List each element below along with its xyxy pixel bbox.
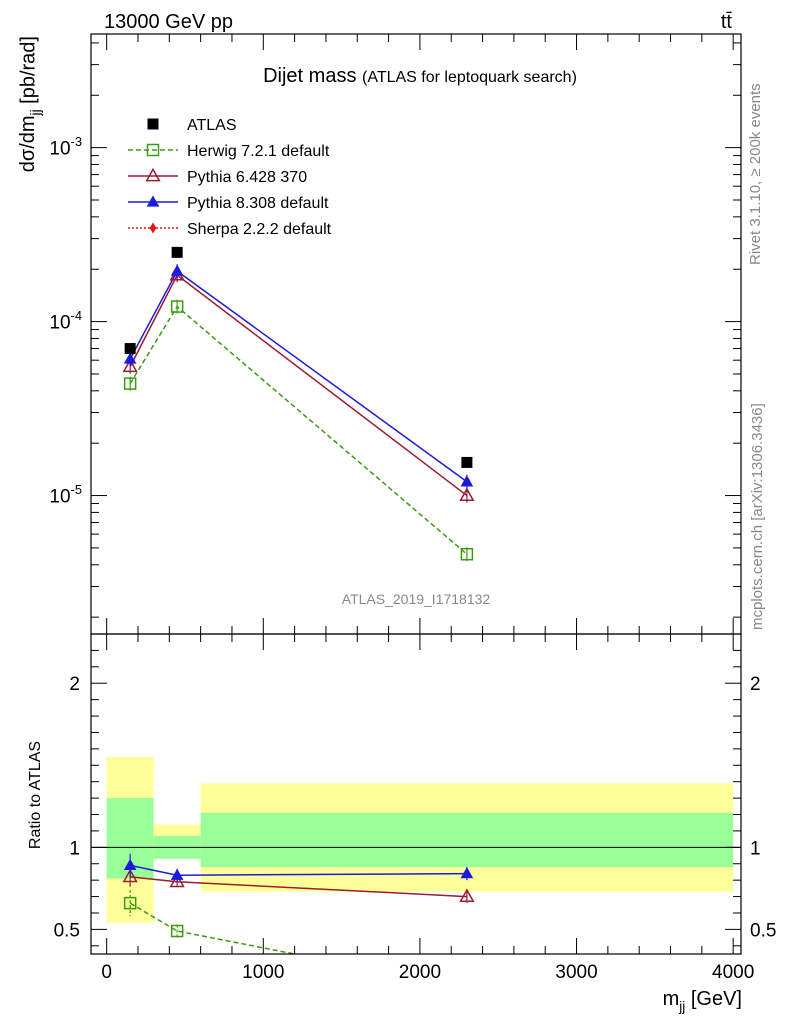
x-tick-label: 1000 [242, 962, 284, 983]
ratio-y-tick-label-right: 1 [750, 838, 761, 859]
data-point-marker [123, 858, 137, 871]
series-line-1 [129, 305, 468, 555]
data-point-marker [149, 222, 157, 234]
data-point-marker [123, 896, 137, 910]
ratio-series-group [122, 853, 475, 954]
data-point-marker [460, 547, 474, 561]
x-tick-label: 2000 [399, 962, 441, 983]
x-axis-label: mjj [GeV] [663, 988, 742, 1014]
ratio-y-tick-label-right: 0.5 [750, 920, 776, 941]
y-tick-label: 10-5 [49, 482, 82, 508]
data-point-marker [146, 143, 160, 157]
x-tick-label: 0 [101, 962, 112, 983]
data-point-marker [459, 487, 475, 501]
ratio-plot-frame [90, 633, 742, 955]
data-point-marker [459, 888, 475, 902]
ratio-y-tick-label-right: 2 [750, 674, 761, 695]
data-point-marker [124, 343, 136, 355]
header-process-label: tt̄ [721, 11, 733, 33]
legend-entry: Sherpa 2.2.2 default [187, 221, 332, 238]
x-tick-label: 3000 [555, 962, 597, 983]
legend-entry: ATLAS [187, 117, 237, 134]
data-point-marker [123, 352, 137, 364]
main-panel: 10-5 10-4 10-3dσ/dmjj [pb/rad] Dijet mass (… [17, 33, 742, 635]
data-point-marker [171, 246, 183, 258]
ratio-y-axis-label: Ratio to ATLAS [27, 741, 44, 849]
data-point-marker [170, 924, 184, 938]
data-point-marker [145, 167, 161, 182]
ratio-series-line-0 [129, 902, 295, 954]
x-tick-label: 4000 [712, 962, 754, 983]
data-point-marker [170, 300, 184, 313]
ratio-y-tick-label-left: 0.5 [54, 920, 80, 941]
series-line-3 [129, 270, 468, 483]
ratio-y-tick-label-left: 2 [69, 674, 80, 695]
y-tick-label: 10-4 [49, 308, 82, 334]
data-point-marker [170, 264, 184, 276]
data-point-marker [460, 866, 474, 879]
data-point-marker [461, 456, 473, 468]
data-point-marker [122, 358, 138, 373]
y-tick-label: 10-3 [49, 134, 82, 160]
ratio-panel: 0.5 0.5 1 1 2 2 0 1000 2000 3000 4000 Ratio to ATLA… [27, 633, 776, 1014]
data-point-marker [170, 868, 184, 880]
data-point-marker [460, 475, 474, 487]
rivet-version-label: Rivet 3.1.10, ≥ 200k events [747, 83, 764, 265]
header-energy-label: 13000 GeV pp [104, 11, 233, 33]
analysis-watermark: ATLAS_2019_I1718132 [342, 591, 491, 607]
data-point-marker [122, 868, 138, 883]
mcplots-reference-label: mcplots.cern.ch [arXiv:1306.3436] [749, 403, 766, 630]
data-point-marker [147, 118, 159, 130]
series-line-2 [129, 273, 468, 497]
legend-entry: Pythia 6.428 370 [187, 169, 307, 186]
y-axis-label: dσ/dmjj [pb/rad] [17, 36, 43, 172]
legend-entry: Herwig 7.2.1 default [187, 143, 330, 160]
data-point-marker [169, 873, 185, 888]
legend-entry: Pythia 8.308 default [187, 195, 329, 212]
chart-title: Dijet mass (ATLAS for leptoquark search) [263, 65, 577, 87]
uncertainty-band-green [200, 812, 734, 868]
ratio-y-tick-label-left: 1 [69, 838, 80, 859]
data-point-marker [146, 195, 160, 207]
data-point-marker [123, 377, 137, 390]
